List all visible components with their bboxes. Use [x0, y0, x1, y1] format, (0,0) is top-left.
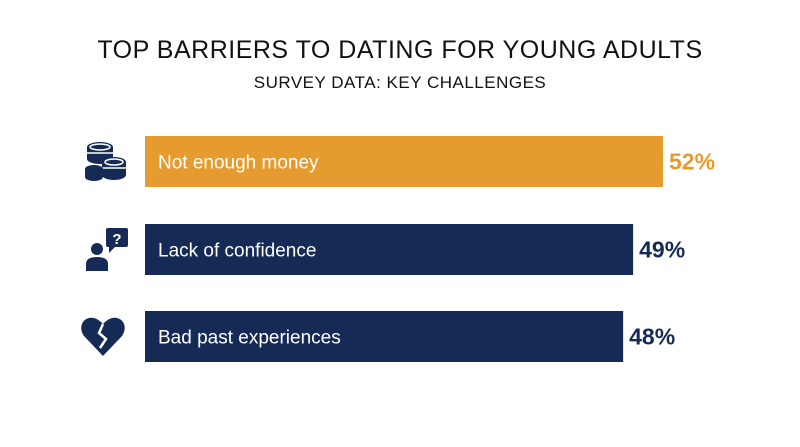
chart-title: TOP BARRIERS TO DATING FOR YOUNG ADULTS: [97, 36, 703, 64]
bar-label-1: Not enough money: [158, 153, 319, 174]
bar-value-2: 49%: [639, 237, 685, 263]
bar-1: [145, 136, 663, 187]
bar-3: [145, 311, 624, 362]
coins-icon: [85, 142, 126, 181]
bar-value-3: 48%: [629, 324, 675, 350]
bar-2: [145, 224, 634, 275]
chart-subtitle: SURVEY DATA: KEY CHALLENGES: [253, 73, 547, 92]
bar-label-2: Lack of confidence: [158, 241, 316, 262]
broken-heart-icon: [81, 317, 125, 356]
bar-label-3: Bad past experiences: [158, 328, 341, 349]
person-question-icon: ?: [86, 228, 128, 271]
svg-text:?: ?: [112, 231, 121, 248]
bars-group: Not enough money 52% Lack of confidence 49%…: [145, 136, 715, 362]
bar-value-1: 52%: [669, 149, 715, 175]
